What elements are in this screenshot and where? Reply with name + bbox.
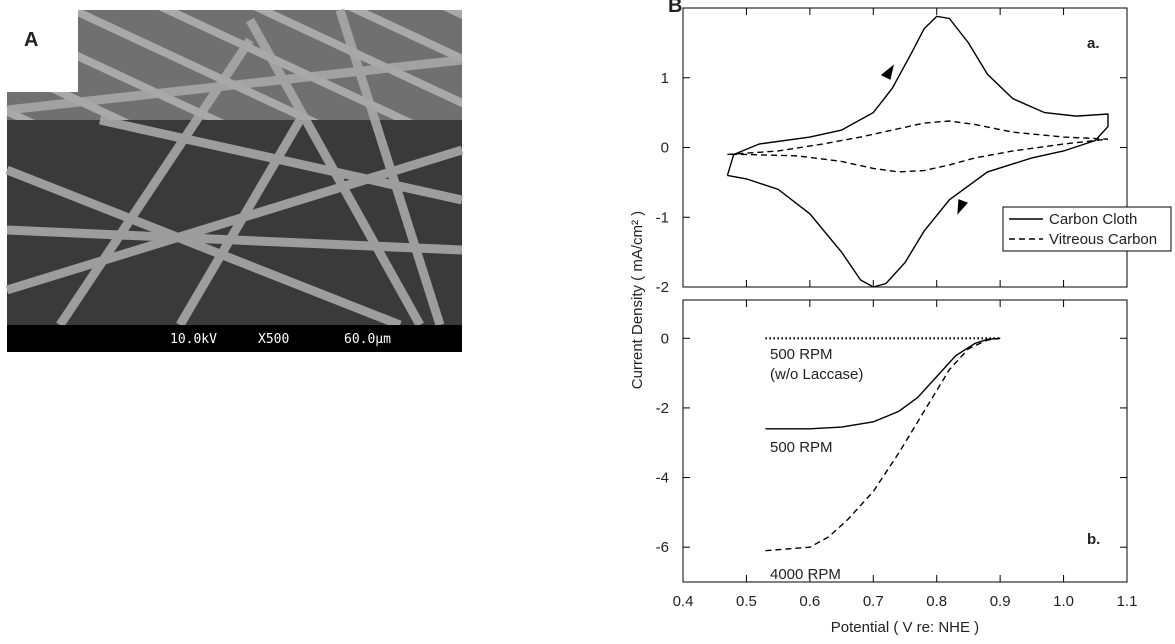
y-tick-label: 0 bbox=[661, 330, 669, 347]
y-tick-label: 0 bbox=[661, 140, 669, 157]
data-line bbox=[765, 337, 1001, 552]
x-tick-label: 0.4 bbox=[673, 593, 694, 610]
legend-label: Carbon Cloth bbox=[1049, 211, 1137, 228]
x-tick-label: 1.0 bbox=[1053, 593, 1074, 610]
panel-label: A bbox=[24, 29, 38, 51]
x-tick-label: 0.8 bbox=[926, 593, 947, 610]
y-tick-label: -4 bbox=[656, 470, 669, 487]
x-tick-label: 0.7 bbox=[863, 593, 884, 610]
x-axis-label: Potential ( V re: NHE ) bbox=[831, 619, 979, 636]
y-axis-label: Current Density ( mA/cm² ) bbox=[629, 211, 646, 389]
y-tick-label: -2 bbox=[656, 279, 669, 296]
annotation: b. bbox=[1087, 531, 1100, 548]
x-tick-label: 0.5 bbox=[736, 593, 757, 610]
legend-box bbox=[1002, 206, 1172, 252]
y-tick-label: 1 bbox=[661, 70, 669, 87]
y-tick-label: -1 bbox=[656, 209, 669, 226]
legend-label: Vitreous Carbon bbox=[1049, 231, 1157, 248]
data-line bbox=[726, 15, 1109, 288]
x-tick-label: 1.1 bbox=[1117, 593, 1138, 610]
arrows bbox=[880, 64, 969, 215]
sem-magnification: X500 bbox=[258, 332, 289, 347]
sem-image: 10.0kV X500 60.0μm A bbox=[5, 8, 464, 352]
series-label: 4000 RPM bbox=[770, 566, 841, 583]
y-tick-label: -6 bbox=[656, 539, 669, 556]
series-label: 500 RPM bbox=[770, 346, 833, 363]
data-line bbox=[727, 120, 1109, 173]
sem-scale: 60.0μm bbox=[344, 332, 391, 347]
x-tick-label: 0.6 bbox=[799, 593, 820, 610]
annotation: a. bbox=[1087, 35, 1100, 52]
plot-frame bbox=[682, 299, 1128, 583]
series-label: 500 RPM bbox=[770, 439, 833, 456]
x-tick-label: 0.9 bbox=[990, 593, 1011, 610]
series-label: (w/o Laccase) bbox=[770, 366, 863, 383]
sem-voltage: 10.0kV bbox=[170, 332, 217, 347]
y-tick-label: -2 bbox=[656, 400, 669, 417]
panel-label: B bbox=[668, 0, 682, 17]
data-line bbox=[765, 337, 1001, 430]
